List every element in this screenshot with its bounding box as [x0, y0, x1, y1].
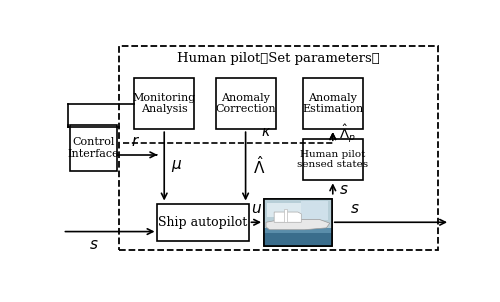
- Bar: [268, 203, 304, 217]
- Text: $s$: $s$: [88, 238, 99, 252]
- Bar: [216, 78, 276, 129]
- Text: $r$: $r$: [130, 135, 140, 149]
- Bar: [158, 204, 248, 241]
- Text: Anomaly
Correction: Anomaly Correction: [216, 93, 276, 114]
- Text: Monitoring
Analysis: Monitoring Analysis: [132, 93, 196, 114]
- Text: Ship autopilot: Ship autopilot: [158, 216, 248, 229]
- Text: $s$: $s$: [350, 202, 360, 216]
- Text: $\hat{\Lambda}$: $\hat{\Lambda}$: [252, 156, 265, 177]
- Bar: [264, 199, 332, 246]
- Text: $\hat{\Lambda}_p$: $\hat{\Lambda}_p$: [338, 123, 355, 145]
- Polygon shape: [274, 212, 301, 222]
- Bar: [303, 78, 363, 129]
- Bar: [70, 125, 117, 171]
- Bar: [303, 139, 363, 180]
- Bar: [264, 228, 332, 246]
- Text: Human pilot（Set parameters）: Human pilot（Set parameters）: [178, 52, 380, 65]
- Bar: [134, 78, 194, 129]
- Text: $\mu$: $\mu$: [171, 159, 182, 175]
- Polygon shape: [266, 220, 330, 230]
- Text: $s$: $s$: [338, 183, 348, 197]
- Text: Anomaly
Estimation: Anomaly Estimation: [302, 93, 364, 114]
- Text: Control
Interface: Control Interface: [68, 137, 120, 159]
- Text: $u$: $u$: [251, 202, 262, 216]
- Bar: [284, 209, 287, 222]
- Bar: [264, 199, 332, 246]
- Bar: [264, 228, 332, 233]
- Text: Human pilot
sensed states: Human pilot sensed states: [297, 150, 368, 169]
- Text: $\kappa$: $\kappa$: [261, 124, 271, 139]
- Bar: [264, 199, 332, 228]
- Bar: [302, 201, 328, 220]
- Bar: [118, 46, 438, 250]
